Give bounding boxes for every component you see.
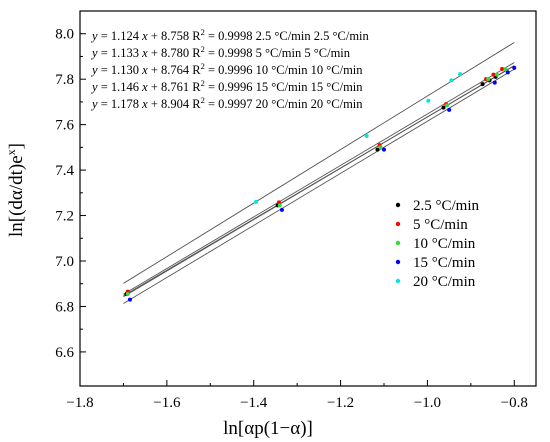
data-points: [124, 65, 517, 302]
legend-marker: [395, 221, 401, 227]
data-point: [486, 77, 491, 82]
y-axis-label: ln[(dα/dt)ex]: [4, 143, 27, 237]
data-point: [480, 82, 485, 87]
plot-frame: [79, 10, 537, 387]
legend-marker: [395, 202, 401, 208]
data-point: [503, 66, 508, 71]
data-point: [127, 297, 132, 302]
data-point: [426, 98, 431, 103]
x-tick-label: −0.8: [501, 395, 528, 411]
legend: 2.5 °C/min 5 °C/min 10 °C/min 15 °C/min 20 °…: [395, 198, 480, 290]
data-point: [492, 80, 497, 85]
fit-line: [123, 42, 515, 284]
data-point: [378, 145, 383, 150]
y-tick-label: 6.8: [55, 299, 74, 315]
y-tick-label: 7.0: [55, 254, 74, 270]
x-tick-label: −1.4: [240, 395, 268, 411]
fit-equations: y = 1.124 x + 8.758 R2 = 0.9998 2.5 °C/m…: [90, 27, 370, 111]
data-point: [447, 107, 452, 112]
data-point: [491, 72, 496, 77]
data-point: [441, 105, 446, 110]
y-axis-label-end: ]: [6, 143, 27, 149]
x-tick-label: −1.6: [153, 395, 181, 411]
data-point: [125, 291, 130, 296]
fit-line: [123, 65, 515, 298]
legend-label: 5 °C/min: [413, 217, 468, 233]
data-point: [279, 207, 284, 212]
fit-equation: y = 1.146 x + 8.761 R2 = 0.9996 15 °C/mi…: [90, 78, 363, 94]
fit-equation: y = 1.178 x + 8.904 R2 = 0.9997 20 °C/mi…: [90, 95, 363, 111]
data-point: [253, 199, 258, 204]
data-point: [382, 147, 386, 152]
fit-line: [123, 62, 515, 295]
legend-label: 10 °C/min: [413, 236, 476, 252]
y-tick-label: 7.6: [55, 118, 74, 134]
y-tick-label: 8.0: [55, 27, 74, 43]
fit-equation: y = 1.133 x + 8.780 R2 = 0.9998 5 °C/min…: [90, 44, 351, 60]
data-point: [444, 103, 449, 108]
legend-marker: [395, 259, 401, 265]
x-axis: −1.8 −1.6 −1.4 −1.2 −1.0 −0.8: [66, 380, 528, 411]
y-axis-label-sup: x: [4, 149, 18, 155]
y-tick-label: 7.4: [55, 163, 74, 179]
legend-label: 2.5 °C/min: [413, 198, 480, 214]
data-point: [277, 203, 282, 208]
data-point: [449, 78, 454, 83]
fit-lines: [123, 42, 515, 304]
x-tick-label: −1.0: [414, 395, 441, 411]
y-tick-label: 6.6: [55, 345, 74, 361]
data-point: [512, 65, 517, 70]
fit-equation: y = 1.124 x + 8.758 R2 = 0.9998 2.5 °C/m…: [90, 27, 370, 43]
y-axis: 6.6 6.8 7.0 7.2 7.4 7.6 7.8 8.0: [55, 27, 86, 361]
x-tick-label: −1.2: [327, 395, 354, 411]
legend-marker: [395, 278, 401, 284]
data-point: [458, 72, 462, 77]
legend-marker: [395, 240, 401, 246]
data-point: [500, 66, 505, 71]
data-point: [364, 134, 369, 138]
data-point: [375, 147, 380, 152]
y-tick-label: 7.8: [55, 72, 74, 88]
legend-label: 15 °C/min: [413, 255, 476, 271]
y-tick-label: 7.2: [55, 209, 74, 225]
legend-label: 20 °C/min: [413, 274, 476, 290]
y-axis-label-main: ln[(dα/dt)e: [6, 155, 27, 237]
x-axis-label: ln[αp(1−α)]: [223, 418, 313, 439]
fit-equation: y = 1.130 x + 8.764 R2 = 0.9996 10 °C/mi…: [90, 61, 363, 77]
data-point: [505, 70, 510, 75]
x-tick-label: −1.8: [66, 395, 93, 411]
data-point: [494, 72, 499, 77]
